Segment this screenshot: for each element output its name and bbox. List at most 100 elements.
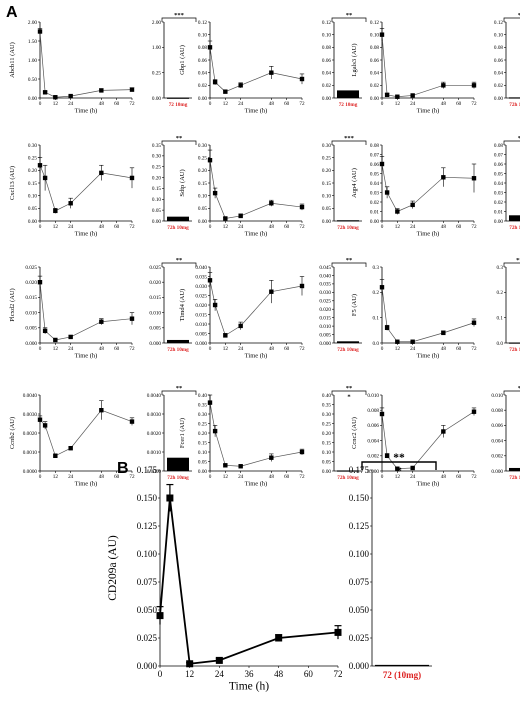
bar-y-tick-label: 0.25 — [152, 165, 161, 171]
significance-bracket — [503, 17, 520, 22]
y-axis-label: Sdtp (AU) — [179, 169, 186, 196]
data-point — [99, 319, 104, 324]
data-point — [238, 213, 243, 219]
x-tick-label: 24 — [410, 346, 416, 352]
bar-y-tick-label: 0.0000 — [147, 469, 162, 475]
bar-y-tick-label: 0.06 — [494, 162, 503, 168]
bar-y-tick-label: 0.125 — [349, 521, 370, 531]
x-axis-label: Time (h) — [75, 231, 98, 238]
x-tick-label: 72 — [129, 474, 135, 480]
bar-y-tick-label: 0.100 — [349, 549, 370, 559]
y-tick-label: 0.15 — [198, 181, 207, 187]
x-tick-label: 12 — [223, 346, 229, 352]
data-point — [441, 429, 446, 434]
bar-y-tick-label: 0.05 — [322, 459, 331, 465]
bar-y-tick-label: 0.150 — [349, 493, 370, 503]
y-tick-label: 0.00 — [28, 219, 37, 225]
data-point — [471, 83, 477, 88]
bar-72h — [509, 342, 520, 344]
bar-y-tick-label: 0.10 — [322, 450, 331, 456]
bar-y-tick-label: 0.10 — [152, 197, 161, 203]
data-point — [42, 175, 48, 181]
bar-category-label: 72h 10mg — [337, 225, 359, 231]
data-point — [379, 161, 385, 167]
data-point — [379, 32, 385, 37]
bar-y-tick-label: 0.08 — [494, 143, 503, 149]
significance-bracket — [331, 140, 367, 145]
series-line — [39, 165, 133, 212]
bar-category-label: 72h 10mg — [509, 225, 520, 231]
data-point — [299, 449, 305, 455]
data-point — [68, 446, 73, 451]
x-tick-label: 60 — [456, 101, 462, 107]
x-tick-label: 0 — [158, 669, 163, 679]
y-tick-label: 0.00 — [370, 96, 379, 102]
bar-y-tick-label: 0.00 — [322, 96, 331, 102]
bar-category-label: 72 10mg — [169, 102, 188, 108]
x-tick-label: 72 — [129, 101, 135, 107]
x-tick-label: 48 — [269, 474, 275, 480]
x-tick-label: 12 — [53, 101, 59, 107]
data-point — [68, 334, 73, 340]
y-tick-label: 0.015 — [25, 295, 37, 301]
data-point — [207, 278, 213, 283]
data-point — [37, 29, 43, 34]
y-tick-label: 0.00 — [28, 96, 37, 102]
x-tick-label: 24 — [238, 101, 244, 107]
y-axis-label: Lgals3 (AU) — [351, 43, 358, 76]
data-point — [53, 453, 58, 458]
y-tick-label: 1.50 — [28, 39, 37, 45]
significance-bracket — [161, 140, 197, 145]
chart-11: 0.000 0.002 0.004 0.006 0.008 0.010 0 12 24 48 60 7… — [351, 385, 520, 488]
data-point — [223, 216, 228, 221]
y-tick-label: 0.000 — [367, 469, 379, 475]
bar-y-tick-label: 0.30 — [322, 143, 331, 149]
data-point — [42, 90, 48, 95]
series-line — [159, 497, 339, 665]
y-axis-label: Ccnb2 (AU) — [9, 417, 16, 449]
x-axis-label: Time (h) — [229, 681, 269, 693]
x-tick-label: 0 — [39, 474, 42, 480]
significance-bracket — [503, 390, 520, 395]
chart-9: 0.0000 0.0010 0.0020 0.0030 0.0040 0 12 24 48 60 7… — [9, 385, 197, 488]
bar-y-tick-label: 0.020 — [319, 307, 331, 313]
data-point — [334, 628, 342, 636]
x-tick-label: 48 — [269, 346, 275, 352]
bar-72h — [509, 467, 520, 471]
data-point — [68, 93, 73, 99]
bar-y-tick-label: 0.30 — [322, 412, 331, 418]
bar-y-tick-label: 0.00 — [322, 219, 331, 225]
x-tick-label: 12 — [53, 224, 59, 230]
bar-y-tick-label: 0.025 — [319, 299, 331, 305]
bar-y-tick-label: 0.0020 — [147, 431, 162, 437]
bar-y-tick-label: 0.030 — [319, 290, 331, 296]
y-tick-label: 0.025 — [25, 265, 37, 271]
y-tick-label: 0.1 — [373, 315, 380, 321]
chart-3: 0.00 0.05 0.10 0.15 0.20 0.25 0.30 0 12 24 48 60 72 T… — [9, 135, 197, 238]
y-tick-label: 0.08 — [370, 143, 379, 149]
x-tick-label: 0 — [209, 224, 212, 230]
y-tick-label: 0.050 — [137, 605, 158, 615]
y-tick-label: 0.125 — [137, 521, 158, 531]
data-point — [215, 656, 223, 664]
x-tick-label: 12 — [223, 474, 229, 480]
x-tick-label: 0 — [381, 224, 384, 230]
x-tick-label: 0 — [39, 101, 42, 107]
chart-0: 0.00 0.50 1.00 1.50 2.00 0 12 24 48 60 72 Time (h) A… — [9, 12, 197, 115]
y-tick-label: 0.04 — [370, 70, 379, 76]
y-tick-label: 0.00 — [198, 219, 207, 225]
x-tick-label: 72 — [471, 474, 477, 480]
series-line — [39, 31, 133, 98]
bar-y-tick-label: 0.002 — [491, 454, 503, 460]
data-point — [129, 87, 135, 92]
bar-y-tick-label: 0.000 — [349, 661, 370, 671]
bar-y-tick-label: 0.04 — [494, 70, 503, 76]
bar-y-tick-label: 0.3 — [497, 265, 504, 271]
y-tick-label: 0.05 — [28, 206, 37, 212]
y-tick-label: 0.40 — [198, 393, 207, 399]
data-point — [53, 208, 58, 214]
x-tick-label: 36 — [245, 669, 255, 679]
x-tick-label: 12 — [53, 346, 59, 352]
x-tick-label: 72 — [471, 224, 477, 230]
significance-bracket — [161, 17, 197, 22]
